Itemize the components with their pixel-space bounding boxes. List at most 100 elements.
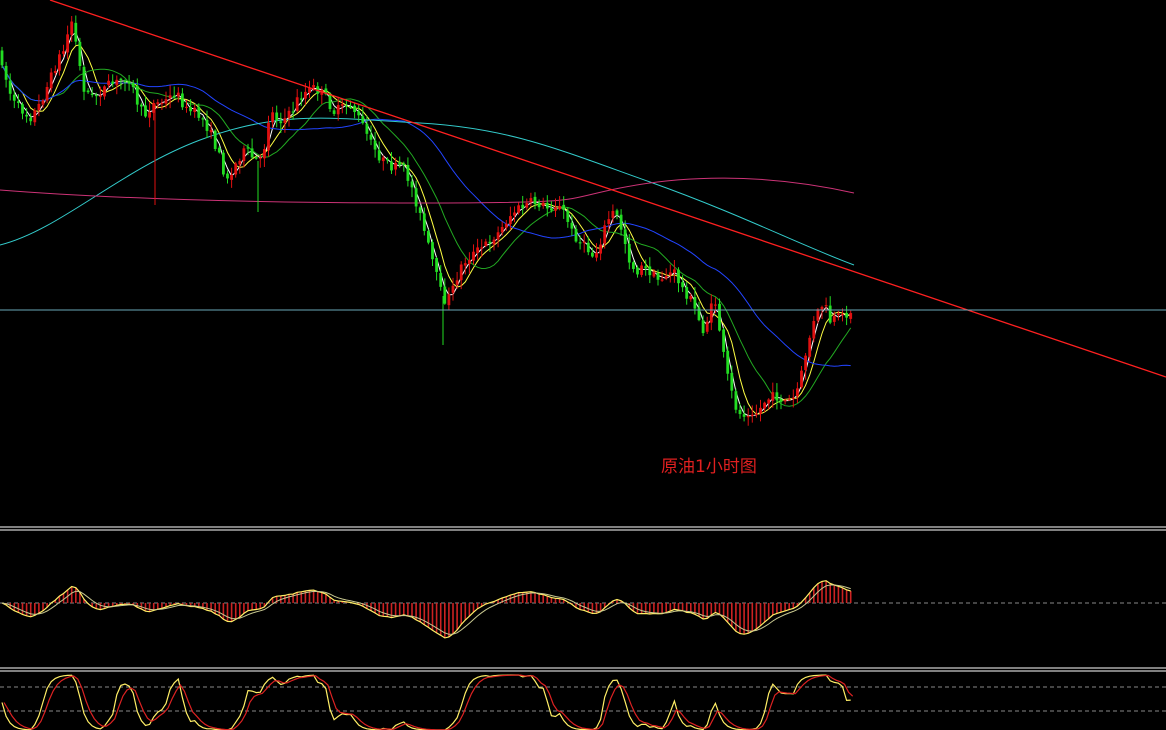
candle-body	[287, 110, 291, 118]
candle-body	[837, 313, 840, 315]
candle-body	[504, 223, 508, 228]
candle-body	[533, 196, 537, 205]
candle-body	[135, 85, 139, 105]
candle-body	[94, 94, 98, 97]
candle-body	[365, 123, 369, 134]
candle-body	[217, 147, 221, 153]
candle-body	[381, 157, 385, 162]
candle-body	[586, 242, 590, 253]
candle-body	[53, 70, 57, 73]
candle-body	[697, 307, 701, 321]
candle-body	[443, 286, 447, 304]
candle-body	[291, 111, 295, 113]
candle-body	[197, 106, 201, 118]
candle-body	[189, 106, 192, 112]
candle-body	[332, 110, 336, 114]
candle-body	[140, 104, 143, 107]
candle-body	[160, 102, 164, 105]
candle-body	[58, 54, 61, 71]
candle-body	[722, 329, 725, 352]
stochastic-d-line	[3, 674, 854, 730]
ma-green-line	[1, 64, 852, 407]
candle-body	[349, 106, 352, 109]
candle-body	[480, 247, 484, 249]
candle-body	[832, 315, 836, 322]
candle-body	[12, 94, 16, 101]
candle-body	[689, 296, 693, 300]
candle-body	[226, 173, 229, 179]
candle-body	[238, 160, 242, 165]
candle-body	[455, 280, 459, 285]
candle-body	[644, 266, 648, 268]
candle-body	[271, 112, 274, 123]
candle-body	[554, 207, 557, 211]
candle-body	[820, 306, 824, 310]
candle-body	[201, 118, 205, 120]
candle-body	[488, 241, 492, 244]
candle-body	[336, 105, 340, 115]
candle-body	[49, 72, 53, 89]
candle-body	[275, 112, 279, 121]
candle-body	[390, 161, 393, 171]
candle-body	[127, 81, 131, 84]
candle-body	[746, 415, 750, 418]
candle-body	[123, 80, 127, 83]
candle-body	[447, 294, 451, 306]
candle-body	[558, 206, 561, 209]
candle-body	[304, 91, 307, 99]
candle-body	[263, 149, 266, 159]
candle-body	[750, 414, 754, 416]
candle-body	[603, 225, 607, 244]
candle-body	[627, 243, 631, 263]
candle-body	[386, 158, 389, 161]
candle-body	[804, 355, 807, 371]
candle-body	[209, 130, 213, 133]
candle-body	[111, 81, 115, 85]
ma-magenta-line	[0, 177, 855, 204]
candle-body	[295, 97, 299, 111]
candle-body	[258, 157, 262, 159]
candle-body	[652, 271, 656, 277]
candle-body	[418, 207, 422, 213]
candle-body	[406, 164, 410, 181]
candle-body	[484, 241, 488, 247]
candle-body	[656, 273, 660, 280]
candle-body	[369, 134, 373, 140]
candle-body	[500, 226, 504, 233]
candle-body	[681, 282, 684, 288]
candle-body	[8, 80, 12, 94]
candle-body	[402, 163, 406, 166]
candle-body	[4, 65, 8, 80]
candle-body	[738, 409, 742, 415]
ma-mid-line	[1, 44, 851, 415]
candle-body	[509, 216, 512, 225]
candlesticks	[0, 15, 853, 426]
candle-body	[574, 228, 578, 242]
candle-body	[550, 208, 553, 211]
candle-body	[345, 105, 348, 107]
price-panel: 原油1小时图	[0, 0, 1166, 477]
candle-body	[800, 370, 803, 388]
candle-body	[791, 397, 795, 400]
candle-body	[611, 210, 615, 218]
candle-body	[664, 276, 668, 279]
candle-body	[525, 203, 529, 208]
candle-body	[312, 85, 315, 88]
candle-body	[185, 106, 188, 108]
candle-body	[422, 213, 426, 231]
candle-body	[353, 105, 356, 113]
candle-body	[115, 79, 119, 86]
candle-body	[537, 202, 541, 208]
candle-body	[222, 152, 225, 175]
candle-body	[562, 204, 566, 210]
candle-body	[0, 50, 4, 66]
candle-body	[230, 174, 233, 180]
candle-body	[463, 263, 467, 266]
candle-body	[82, 66, 86, 92]
candle-body	[775, 392, 779, 401]
candle-body	[267, 122, 270, 151]
candle-body	[254, 157, 258, 159]
candle-body	[636, 267, 639, 275]
candle-body	[361, 116, 365, 124]
